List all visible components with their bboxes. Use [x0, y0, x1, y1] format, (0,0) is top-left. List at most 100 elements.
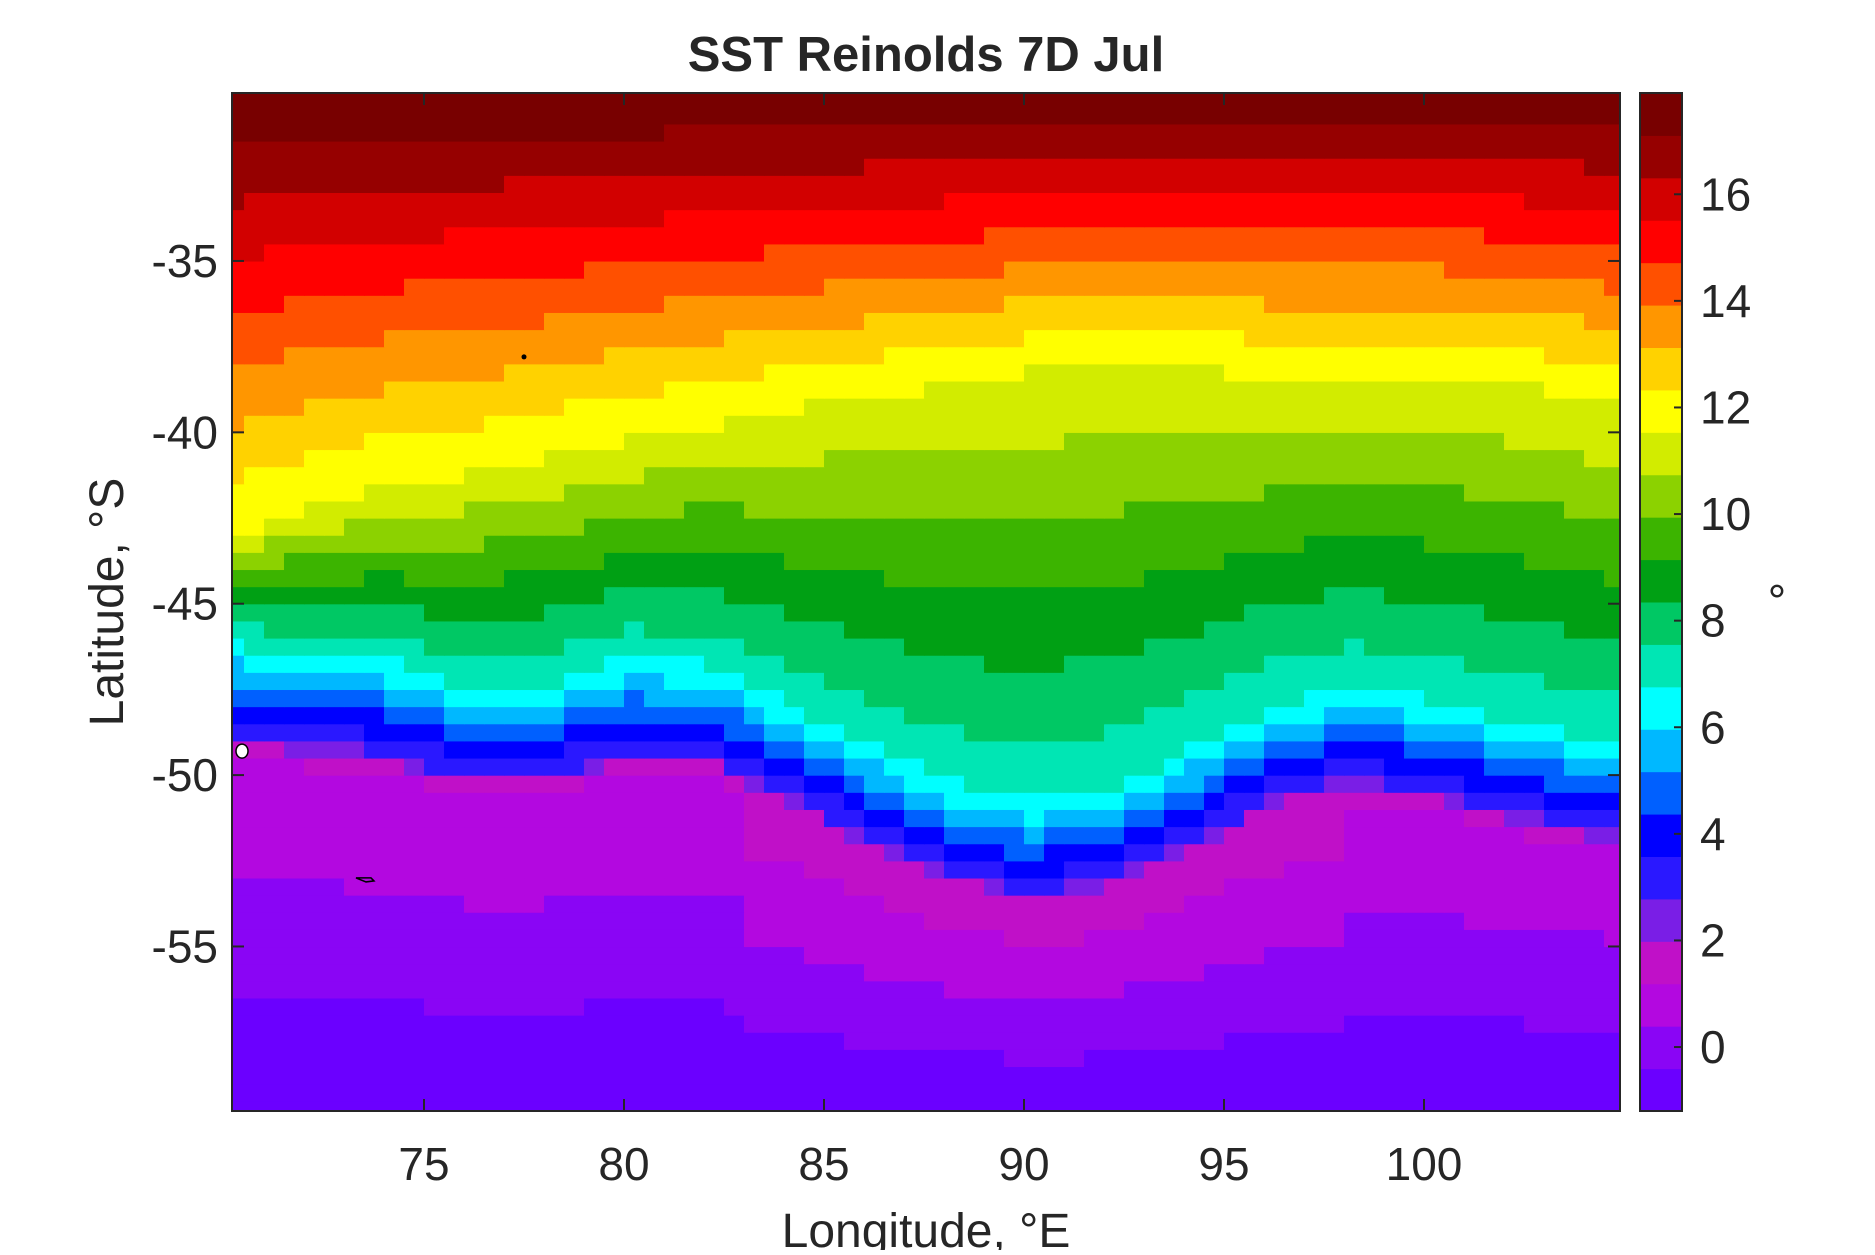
heatmap-cell	[232, 877, 245, 896]
heatmap-cell	[1184, 672, 1205, 691]
heatmap-cell	[764, 895, 785, 913]
heatmap-cell	[1184, 980, 1205, 999]
heatmap-cell	[1364, 312, 1385, 331]
heatmap-cell	[464, 655, 485, 673]
heatmap-cell	[1364, 895, 1385, 913]
heatmap-cell	[804, 706, 825, 725]
heatmap-cell	[484, 192, 505, 211]
heatmap-cell	[1284, 860, 1305, 879]
heatmap-cell	[1444, 757, 1465, 776]
heatmap-cell	[1004, 363, 1025, 382]
heatmap-cell	[1364, 535, 1385, 553]
heatmap-cell	[724, 980, 745, 999]
heatmap-cell	[1344, 295, 1365, 313]
heatmap-cell	[344, 672, 365, 691]
heatmap-cell	[1544, 278, 1565, 296]
heatmap-cell	[964, 415, 985, 433]
heatmap-cell	[1444, 380, 1465, 399]
heatmap-cell	[1524, 260, 1545, 279]
heatmap-cell	[1304, 518, 1325, 536]
heatmap-cell	[824, 843, 845, 862]
heatmap-cell	[924, 997, 945, 1016]
heatmap-cell	[1544, 243, 1565, 262]
heatmap-cell	[244, 106, 265, 125]
heatmap-cell	[1604, 757, 1620, 776]
heatmap-cell	[1264, 620, 1285, 639]
heatmap-cell	[1484, 380, 1505, 399]
heatmap-cell	[1044, 672, 1065, 691]
heatmap-cell	[1504, 106, 1525, 125]
heatmap-cell	[1384, 346, 1405, 365]
heatmap-cell	[1604, 192, 1620, 211]
heatmap-cell	[704, 158, 725, 176]
heatmap-cell	[1084, 1049, 1105, 1068]
heatmap-cell	[1004, 432, 1025, 451]
heatmap-cell	[1124, 946, 1145, 965]
heatmap-cell	[1324, 312, 1345, 331]
heatmap-cell	[804, 278, 825, 296]
heatmap-cell	[664, 1015, 685, 1033]
heatmap-cell	[1324, 792, 1345, 810]
heatmap-cell	[384, 106, 405, 125]
heatmap-cell	[1604, 363, 1620, 382]
heatmap-cell	[904, 415, 925, 433]
heatmap-cell	[564, 809, 585, 828]
heatmap-cell	[1084, 689, 1105, 708]
heatmap-cell	[424, 226, 445, 245]
heatmap-cell	[364, 312, 385, 331]
heatmap-cell	[644, 775, 665, 793]
heatmap-cell	[404, 706, 425, 725]
heatmap-cell	[844, 569, 865, 588]
heatmap-cell	[404, 672, 425, 691]
heatmap-cell	[1024, 329, 1045, 348]
heatmap-cell	[744, 929, 765, 948]
heatmap-cell	[884, 655, 905, 673]
heatmap-cell	[1224, 93, 1245, 108]
heatmap-cell	[624, 552, 645, 571]
heatmap-cell	[444, 929, 465, 948]
heatmap-cell	[424, 500, 445, 519]
heatmap-cell	[1284, 1083, 1305, 1102]
heatmap-cell	[864, 140, 885, 159]
heatmap-cell	[1424, 946, 1445, 965]
heatmap-cell	[284, 1049, 305, 1068]
heatmap-cell	[1204, 963, 1225, 982]
heatmap-cell	[264, 123, 285, 142]
heatmap-cell	[1584, 877, 1605, 896]
heatmap-cell	[704, 637, 725, 656]
heatmap-cell	[1464, 140, 1485, 159]
heatmap-cell	[1164, 757, 1185, 776]
heatmap-cell	[784, 1032, 805, 1050]
heatmap-cell	[1124, 895, 1145, 913]
heatmap-cell	[1564, 226, 1585, 245]
heatmap-cell	[984, 689, 1005, 708]
heatmap-cell	[404, 1015, 425, 1033]
heatmap-cell	[724, 1100, 745, 1111]
heatmap-cell	[564, 757, 585, 776]
heatmap-cell	[644, 877, 665, 896]
heatmap-cell	[1264, 1049, 1285, 1068]
heatmap-cell	[1244, 140, 1265, 159]
heatmap-cell	[1104, 226, 1125, 245]
heatmap-cell	[724, 518, 745, 536]
heatmap-cell	[404, 346, 425, 365]
heatmap-cell	[1284, 775, 1305, 793]
heatmap-cell	[1384, 1066, 1405, 1085]
heatmap-cell	[684, 158, 705, 176]
heatmap-cell	[984, 672, 1005, 691]
heatmap-cell	[1304, 312, 1325, 331]
heatmap-cell	[304, 620, 325, 639]
heatmap-cell	[364, 1032, 385, 1050]
heatmap-cell	[1124, 963, 1145, 982]
heatmap-cell	[1184, 192, 1205, 211]
heatmap-cell	[1064, 346, 1085, 365]
heatmap-cell	[884, 106, 905, 125]
heatmap-cell	[1024, 672, 1045, 691]
heatmap-cell	[444, 260, 465, 279]
heatmap-cell	[324, 586, 345, 605]
heatmap-cell	[764, 843, 785, 862]
heatmap-cell	[1324, 449, 1345, 468]
heatmap-cell	[864, 398, 885, 416]
heatmap-cell	[824, 432, 845, 451]
heatmap-cell	[1604, 603, 1620, 622]
